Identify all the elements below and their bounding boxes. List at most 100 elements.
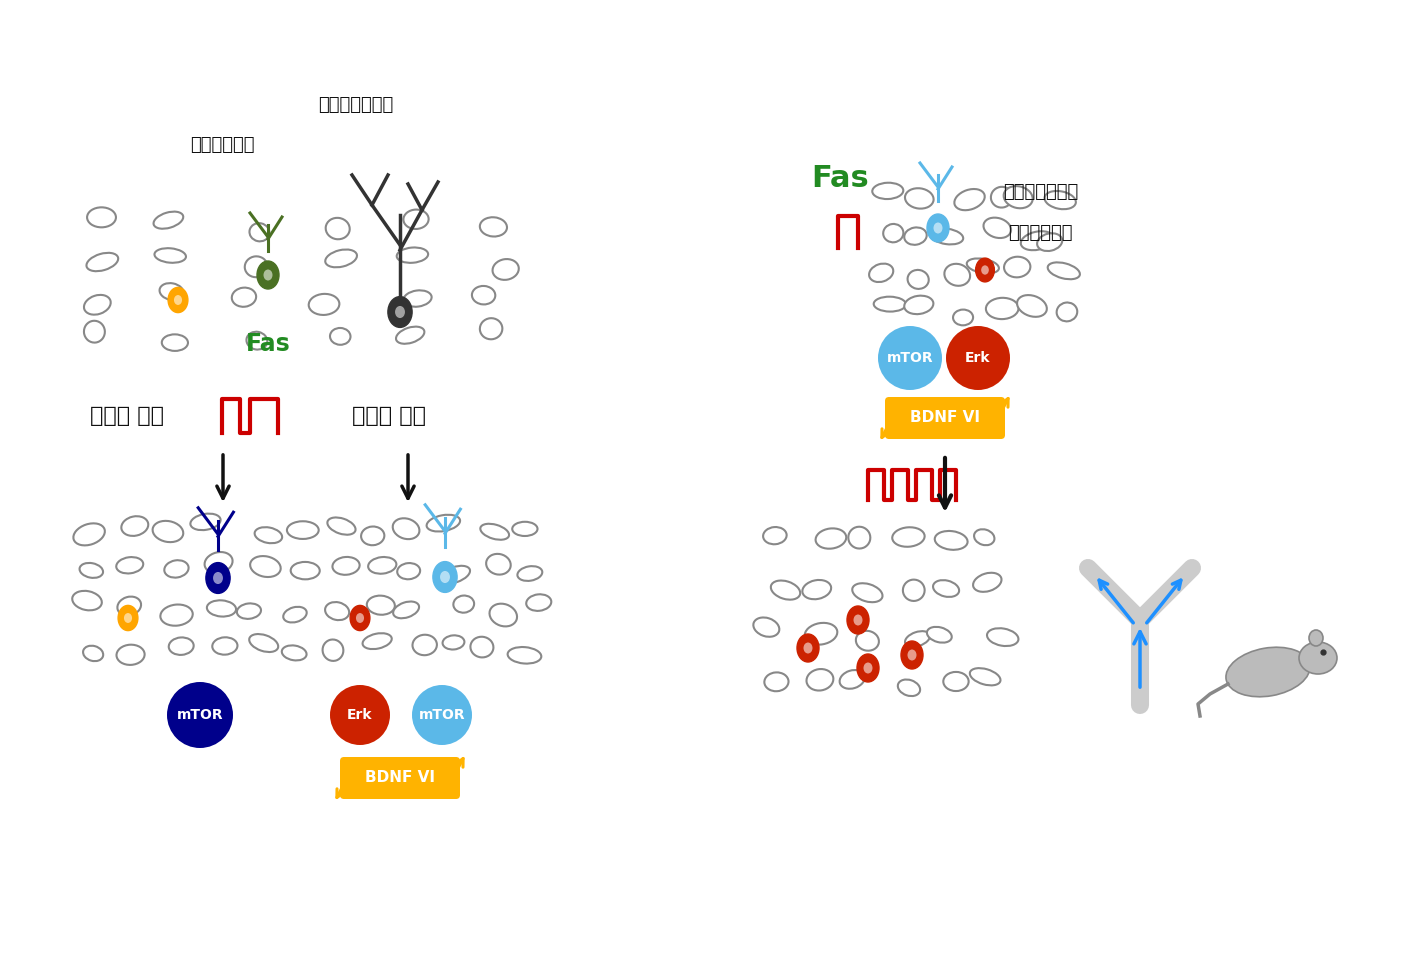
Ellipse shape	[805, 623, 838, 645]
Ellipse shape	[1047, 262, 1080, 279]
Ellipse shape	[388, 297, 412, 328]
Ellipse shape	[368, 557, 397, 574]
Ellipse shape	[205, 562, 230, 593]
Circle shape	[878, 326, 942, 390]
Ellipse shape	[975, 529, 995, 545]
Ellipse shape	[943, 672, 969, 691]
Text: BDNF VI: BDNF VI	[365, 770, 435, 786]
Ellipse shape	[928, 627, 952, 643]
Ellipse shape	[174, 295, 183, 305]
Ellipse shape	[392, 602, 420, 618]
Ellipse shape	[87, 207, 116, 227]
Ellipse shape	[454, 596, 474, 613]
Ellipse shape	[905, 227, 926, 245]
Ellipse shape	[471, 637, 494, 657]
Ellipse shape	[83, 646, 103, 661]
Ellipse shape	[121, 516, 148, 536]
Ellipse shape	[355, 613, 364, 623]
Ellipse shape	[802, 580, 831, 600]
Text: 신경줄기세포: 신경줄기세포	[190, 136, 254, 154]
Ellipse shape	[970, 668, 1000, 685]
Ellipse shape	[839, 670, 865, 689]
Ellipse shape	[765, 673, 789, 692]
Ellipse shape	[803, 643, 812, 653]
Text: 신경줄기세포: 신경줄기세포	[1007, 224, 1073, 242]
Ellipse shape	[986, 298, 1019, 319]
Ellipse shape	[930, 228, 963, 244]
Ellipse shape	[492, 259, 519, 280]
Ellipse shape	[487, 554, 511, 575]
Ellipse shape	[350, 605, 370, 630]
Ellipse shape	[928, 214, 949, 242]
Ellipse shape	[250, 223, 270, 241]
Ellipse shape	[527, 594, 551, 611]
Ellipse shape	[250, 634, 278, 652]
Ellipse shape	[160, 604, 193, 626]
Circle shape	[412, 685, 472, 745]
Ellipse shape	[291, 562, 320, 580]
Text: 일시적 활성: 일시적 활성	[90, 406, 164, 426]
Ellipse shape	[332, 557, 360, 575]
Ellipse shape	[945, 263, 970, 285]
Ellipse shape	[816, 529, 846, 549]
Text: mTOR: mTOR	[177, 708, 223, 722]
Ellipse shape	[900, 641, 923, 669]
Text: 지속적 활성: 지속적 활성	[352, 406, 427, 426]
Ellipse shape	[982, 265, 989, 275]
Text: Erk: Erk	[347, 708, 372, 722]
Ellipse shape	[231, 287, 255, 307]
Ellipse shape	[489, 604, 517, 627]
Ellipse shape	[404, 210, 428, 229]
Ellipse shape	[73, 523, 104, 545]
Ellipse shape	[872, 183, 903, 199]
Circle shape	[167, 682, 233, 748]
Ellipse shape	[883, 224, 903, 242]
Ellipse shape	[84, 321, 104, 343]
Ellipse shape	[892, 527, 925, 547]
Ellipse shape	[84, 295, 111, 314]
Ellipse shape	[190, 513, 221, 530]
Ellipse shape	[308, 294, 340, 315]
Ellipse shape	[325, 249, 357, 267]
Ellipse shape	[1226, 648, 1310, 696]
Ellipse shape	[257, 261, 280, 289]
Ellipse shape	[281, 646, 307, 660]
Ellipse shape	[1003, 186, 1033, 208]
Ellipse shape	[397, 327, 424, 344]
Ellipse shape	[848, 527, 870, 549]
Ellipse shape	[481, 524, 509, 539]
Text: BDNF VI: BDNF VI	[910, 410, 980, 425]
Ellipse shape	[852, 583, 882, 603]
Ellipse shape	[116, 558, 143, 574]
Ellipse shape	[427, 514, 459, 532]
Ellipse shape	[472, 285, 495, 305]
Ellipse shape	[161, 334, 188, 351]
Ellipse shape	[287, 521, 318, 539]
Ellipse shape	[367, 596, 395, 615]
Ellipse shape	[283, 606, 307, 623]
Ellipse shape	[395, 306, 405, 318]
Ellipse shape	[518, 566, 542, 581]
Text: 미성숙신경세포: 미성숙신경세포	[318, 96, 394, 114]
Ellipse shape	[80, 563, 103, 578]
Ellipse shape	[908, 270, 929, 289]
Ellipse shape	[397, 563, 420, 580]
Ellipse shape	[905, 188, 933, 209]
Ellipse shape	[508, 647, 541, 664]
Text: 미성숙신경세포: 미성숙신경세포	[1003, 183, 1079, 201]
Ellipse shape	[154, 248, 186, 262]
Ellipse shape	[863, 663, 872, 673]
Ellipse shape	[323, 640, 344, 661]
Ellipse shape	[330, 328, 351, 345]
Ellipse shape	[168, 637, 194, 655]
FancyBboxPatch shape	[340, 757, 459, 799]
Ellipse shape	[1005, 257, 1030, 278]
Ellipse shape	[858, 654, 879, 682]
Ellipse shape	[432, 561, 457, 592]
Ellipse shape	[442, 635, 464, 650]
Ellipse shape	[362, 633, 392, 650]
Ellipse shape	[207, 601, 235, 617]
Ellipse shape	[1299, 642, 1337, 674]
Ellipse shape	[440, 571, 450, 583]
Text: Fas: Fas	[245, 332, 290, 356]
